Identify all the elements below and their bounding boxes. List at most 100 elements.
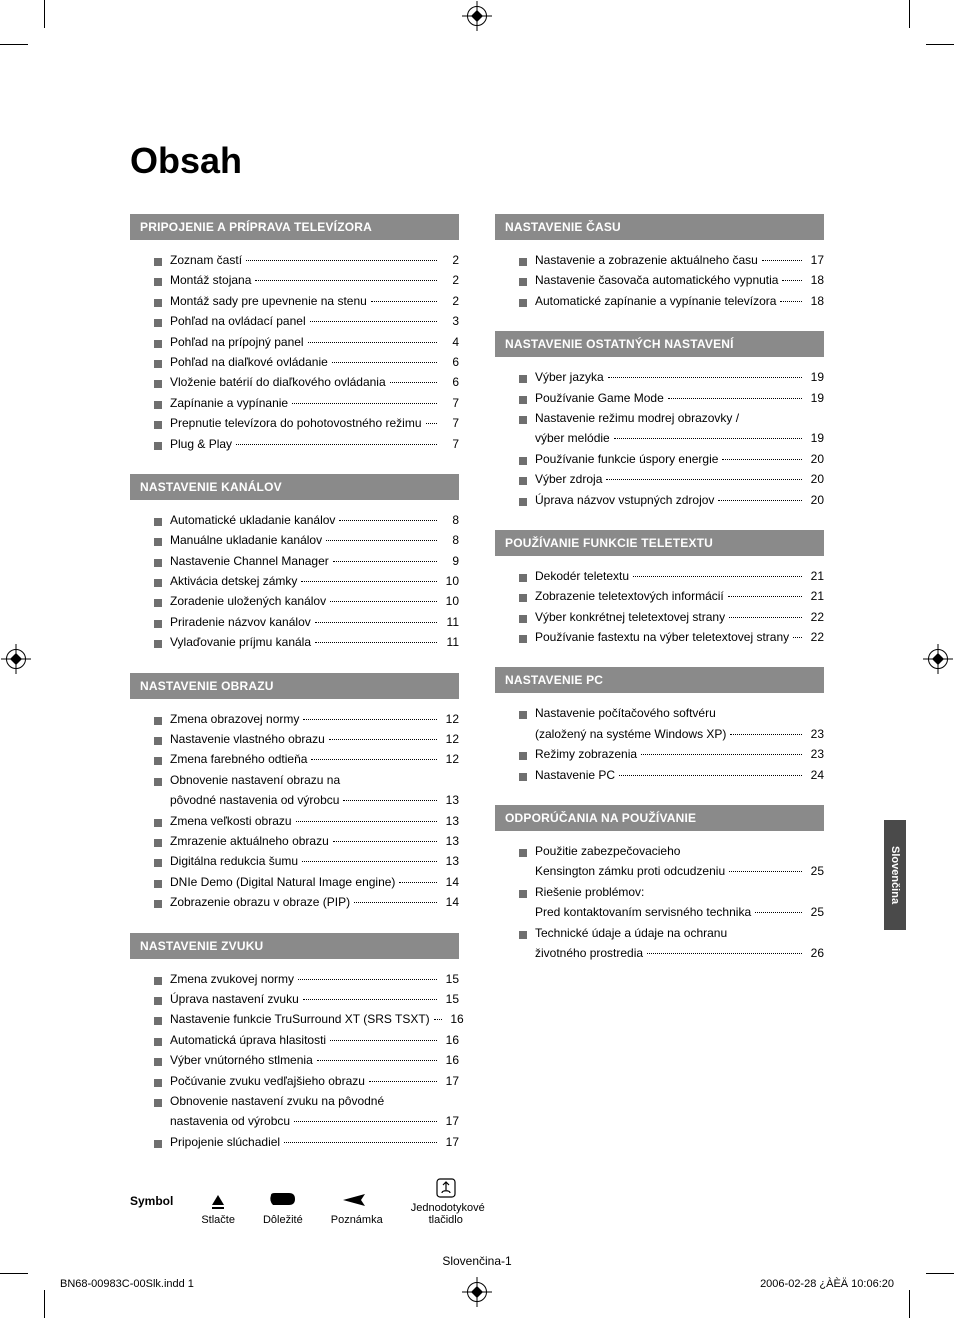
footer-left: BN68-00983C-00Slk.indd 1 <box>60 1278 194 1290</box>
toc-leader-dots <box>729 871 802 872</box>
square-bullet-icon <box>154 442 162 450</box>
toc-leader-dots <box>301 581 437 582</box>
toc-label: Nastavenie režimu modrej obrazovky / <box>535 408 739 428</box>
square-bullet-icon <box>154 900 162 908</box>
toc-item: Zoznam častí2 <box>154 250 459 270</box>
toc-page-number: 7 <box>441 434 459 454</box>
toc-item: Montáž sady pre upevnenie na stenu2 <box>154 291 459 311</box>
square-bullet-icon <box>519 711 527 719</box>
toc-item: Výber zdroja20 <box>519 469 824 489</box>
symbol-legend: SymbolStlačteDôležitéPoznámkaJednodotyko… <box>130 1176 459 1226</box>
toc-list: Použitie zabezpečovaciehoKensington zámk… <box>495 841 824 963</box>
section-header: NASTAVENIE PC <box>495 667 824 693</box>
toc-page-number: 20 <box>806 449 824 469</box>
toc-leader-dots <box>369 1081 437 1082</box>
toc-page-number: 18 <box>806 291 824 311</box>
toc-label: pôvodné nastavenia od výrobcu <box>170 790 339 810</box>
footer: BN68-00983C-00Slk.indd 1 2006-02-28 ¿ÀÈÄ… <box>60 1278 894 1290</box>
toc-page-number: 21 <box>806 586 824 606</box>
toc-list: Nastavenie počítačového softvéru(založen… <box>495 703 824 785</box>
toc-label: Nastavenie a zobrazenie aktuálneho času <box>535 250 758 270</box>
toc-item: Nastavenie funkcie TruSurround XT (SRS T… <box>154 1009 459 1029</box>
toc-item: Nastavenie vlastného obrazu12 <box>154 729 459 749</box>
toc-page-number: 7 <box>441 413 459 433</box>
toc-page-number: 13 <box>441 811 459 831</box>
toc-item: Automatické ukladanie kanálov8 <box>154 510 459 530</box>
toc-item: nastavenia od výrobcu17 <box>154 1111 459 1131</box>
square-bullet-icon <box>154 538 162 546</box>
toc-page-number: 24 <box>806 765 824 785</box>
square-bullet-icon <box>519 890 527 898</box>
crop-mark-icon <box>44 1290 45 1318</box>
toc-label: Pred kontaktovaním servisného technika <box>535 902 751 922</box>
square-bullet-icon <box>519 594 527 602</box>
toc-item: Zmena obrazovej normy12 <box>154 709 459 729</box>
toc-leader-dots <box>730 734 802 735</box>
toc-page-number: 15 <box>441 989 459 1009</box>
note-icon <box>331 1188 383 1212</box>
toc-page-number: 16 <box>441 1030 459 1050</box>
toc-page-number: 17 <box>806 250 824 270</box>
toc-leader-dots <box>303 999 437 1000</box>
section-header: PRIPOJENIE A PRÍPRAVA TELEVÍZORA <box>130 214 459 240</box>
crop-mark-icon <box>0 44 28 45</box>
toc-label: Používanie fastextu na výber teletextove… <box>535 627 789 647</box>
toc-leader-dots <box>326 540 437 541</box>
toc-label: Zapínanie a vypínanie <box>170 393 288 413</box>
toc-item: Zmena farebného odtieňa12 <box>154 749 459 769</box>
toc-leader-dots <box>310 321 437 322</box>
toc-page-number: 22 <box>806 607 824 627</box>
toc-item: Pohľad na ovládací panel3 <box>154 311 459 331</box>
registration-mark-icon <box>6 649 26 669</box>
symbol-label: Poznámka <box>331 1214 383 1226</box>
toc-item: Zobrazenie obrazu v obraze (PIP)14 <box>154 892 459 912</box>
crop-mark-icon <box>926 1273 954 1274</box>
toc-label: Montáž stojana <box>170 270 251 290</box>
toc-column-right: NASTAVENIE ČASUNastavenie a zobrazenie a… <box>495 200 824 1226</box>
section-header: NASTAVENIE KANÁLOV <box>130 474 459 500</box>
toc-item: Automatická úprava hlasitosti16 <box>154 1030 459 1050</box>
toc-columns: PRIPOJENIE A PRÍPRAVA TELEVÍZORA Zoznam č… <box>130 200 824 1226</box>
symbol-column: Stlačte <box>201 1188 235 1226</box>
symbol-column: Jednodotykovétlačidlo <box>411 1176 481 1226</box>
toc-page-number: 23 <box>806 724 824 744</box>
toc-item: Montáž stojana2 <box>154 270 459 290</box>
square-bullet-icon <box>519 299 527 307</box>
page-title: Obsah <box>130 140 824 182</box>
square-bullet-icon <box>154 620 162 628</box>
toc-list: Dekodér teletextu21Zobrazenie teletextov… <box>495 566 824 648</box>
toc-item: Digitálna redukcia šumu13 <box>154 851 459 871</box>
toc-list: Zmena zvukovej normy15Úprava nastavení z… <box>130 969 459 1153</box>
toc-label: Zmena zvukovej normy <box>170 969 294 989</box>
toc-item: Nastavenie Channel Manager9 <box>154 551 459 571</box>
toc-leader-dots <box>633 576 802 577</box>
toc-item: DNIe Demo (Digital Natural Image engine)… <box>154 872 459 892</box>
toc-item: Prepnutie televízora do pohotovostného r… <box>154 413 459 433</box>
toc-label: Prepnutie televízora do pohotovostného r… <box>170 413 422 433</box>
toc-leader-dots <box>298 979 437 980</box>
square-bullet-icon <box>154 1140 162 1148</box>
toc-label: výber melódie <box>535 428 610 448</box>
symbol-label: tlačidlo <box>411 1214 481 1226</box>
toc-page-number: 12 <box>441 749 459 769</box>
toc-label: Montáž sady pre upevnenie na stenu <box>170 291 367 311</box>
toc-leader-dots <box>782 280 802 281</box>
toc-label: Zoradenie uložených kanálov <box>170 591 326 611</box>
language-tab: Slovenčina <box>884 820 906 930</box>
square-bullet-icon <box>519 416 527 424</box>
toc-label: Nastavenie Channel Manager <box>170 551 329 571</box>
square-bullet-icon <box>519 457 527 465</box>
toc-label: Výber jazyka <box>535 367 604 387</box>
toc-item: Obnovenie nastavení obrazu na <box>154 770 459 790</box>
toc-label: Plug & Play <box>170 434 232 454</box>
toc-column-left: PRIPOJENIE A PRÍPRAVA TELEVÍZORA Zoznam č… <box>130 200 459 1226</box>
footer-right: 2006-02-28 ¿ÀÈÄ 10:06:20 <box>760 1278 894 1290</box>
toc-item: Vloženie batérií do diaľkového ovládania… <box>154 372 459 392</box>
toc-page-number: 20 <box>806 490 824 510</box>
toc-leader-dots <box>332 362 437 363</box>
toc-leader-dots <box>296 821 437 822</box>
toc-leader-dots <box>608 377 802 378</box>
toc-item: Nastavenie počítačového softvéru <box>519 703 824 723</box>
toc-page-number: 2 <box>441 250 459 270</box>
toc-page-number: 14 <box>441 892 459 912</box>
